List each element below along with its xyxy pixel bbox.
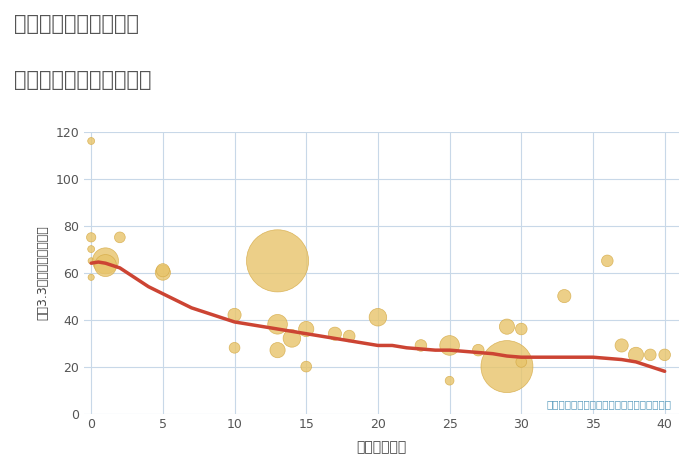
X-axis label: 築年数（年）: 築年数（年） [356, 440, 407, 454]
Point [645, 351, 656, 359]
Point [473, 346, 484, 354]
Point [286, 335, 297, 342]
Point [85, 137, 97, 145]
Point [516, 358, 527, 366]
Point [272, 321, 284, 328]
Point [501, 363, 512, 370]
Point [559, 292, 570, 300]
Point [158, 269, 169, 276]
Point [85, 257, 97, 265]
Point [229, 344, 240, 352]
Point [444, 342, 455, 349]
Point [229, 311, 240, 319]
Y-axis label: 坪（3.3㎡）単価（万円）: 坪（3.3㎡）単価（万円） [36, 225, 50, 320]
Point [415, 342, 426, 349]
Point [85, 274, 97, 281]
Point [85, 234, 97, 241]
Point [631, 351, 642, 359]
Point [616, 342, 627, 349]
Point [114, 234, 125, 241]
Text: 築年数別中古戸建て価格: 築年数別中古戸建て価格 [14, 70, 151, 91]
Point [329, 330, 340, 337]
Point [602, 257, 613, 265]
Point [344, 332, 355, 340]
Point [272, 257, 284, 265]
Point [501, 323, 512, 330]
Point [300, 325, 312, 333]
Text: 岐阜県岐阜市柳沢町の: 岐阜県岐阜市柳沢町の [14, 14, 139, 34]
Point [100, 257, 111, 265]
Point [85, 245, 97, 253]
Point [516, 325, 527, 333]
Point [100, 262, 111, 269]
Point [272, 346, 284, 354]
Point [372, 313, 384, 321]
Point [659, 351, 671, 359]
Point [444, 377, 455, 384]
Point [300, 363, 312, 370]
Point [158, 266, 169, 274]
Text: 円の大きさは、取引のあった物件面積を示す: 円の大きさは、取引のあった物件面積を示す [547, 399, 672, 409]
